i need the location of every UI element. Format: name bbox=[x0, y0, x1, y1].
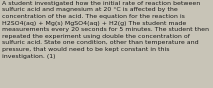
Text: A student investigated how the initial rate of reaction between
sulfuric acid an: A student investigated how the initial r… bbox=[2, 1, 209, 59]
